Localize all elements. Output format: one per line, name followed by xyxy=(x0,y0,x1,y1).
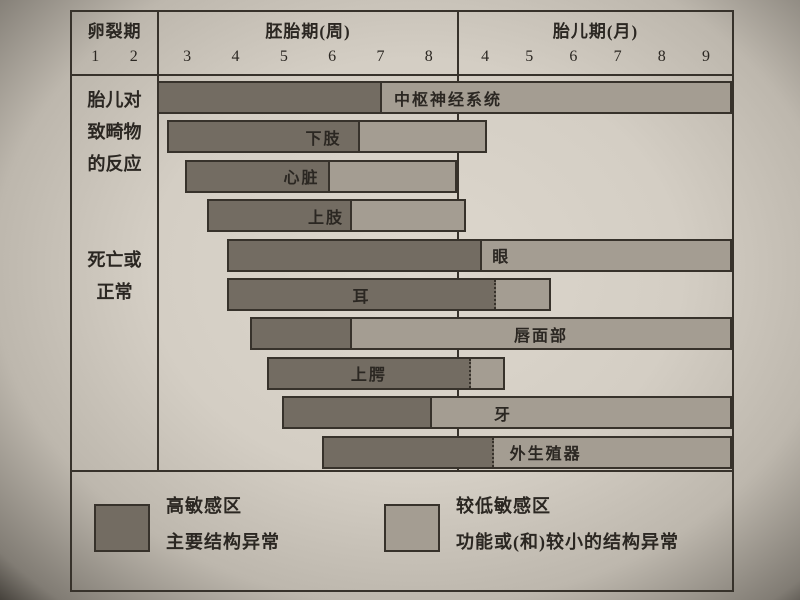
embryonic-week-ticks: 3 4 5 6 7 8 xyxy=(159,48,457,66)
bar-lower-limb: 下肢 xyxy=(167,120,487,154)
side-label-death-or-normal: 死亡或 正常 xyxy=(72,244,157,308)
bar-genitalia: 外生殖器 xyxy=(322,435,732,469)
bar-teeth-dark-segment xyxy=(284,398,432,428)
bar-ear-light-segment xyxy=(495,280,549,309)
bar-palate-light-segment xyxy=(470,358,504,388)
bar-palate-dark-segment: 上腭 xyxy=(269,358,471,388)
bar-genitalia-label: 外生殖器 xyxy=(509,446,582,464)
bar-upper-limb-label: 上肢 xyxy=(307,209,344,227)
bar-ear: 耳 xyxy=(227,278,551,311)
side-label-line: 胎儿对 xyxy=(87,90,142,110)
legend-lower-sensitivity-label: 较低敏感区 xyxy=(456,496,551,516)
embryonic-week-tick: 6 xyxy=(328,48,337,65)
bar-cns-label: 中枢神经系统 xyxy=(394,91,503,109)
chart-bottom-line xyxy=(72,470,732,472)
bar-heart-label: 心脏 xyxy=(283,170,320,188)
bar-lip-face-light-segment: 唇面部 xyxy=(352,319,730,349)
fetal-month-tick: 9 xyxy=(701,48,710,65)
bar-genitalia-light-segment: 外生殖器 xyxy=(493,437,730,467)
side-label-line: 的反应 xyxy=(87,154,142,174)
header-fetal-period: 胎儿期(月) 4 5 6 7 8 9 xyxy=(459,12,732,74)
fetal-month-tick: 7 xyxy=(613,48,622,65)
bar-heart-dark-segment: 心脏 xyxy=(186,161,330,191)
bar-heart: 心脏 xyxy=(184,159,457,193)
bar-eye-light-segment: 眼 xyxy=(482,240,730,270)
fetal-month-tick: 4 xyxy=(481,48,490,65)
bar-eye-label: 眼 xyxy=(492,249,511,267)
bar-cns-dark-segment xyxy=(159,83,382,112)
bar-teeth-label: 牙 xyxy=(494,406,513,424)
fetal-period-title: 胎儿期(月) xyxy=(552,22,639,41)
bar-cns: 中枢神经系统 xyxy=(157,81,732,114)
header-bottom-line xyxy=(72,74,732,76)
lower-sensitivity-swatch xyxy=(384,504,440,552)
bar-eye: 眼 xyxy=(227,238,732,272)
cleavage-week-tick: 2 xyxy=(129,48,138,65)
bar-lip-face: 唇面部 xyxy=(249,317,732,351)
fetal-month-tick: 8 xyxy=(657,48,666,65)
bar-teeth-light-segment: 牙 xyxy=(432,398,730,428)
bar-lower-limb-light-segment xyxy=(359,122,485,152)
header-embryonic-period: 胚胎期(周) 3 4 5 6 7 8 xyxy=(159,12,457,74)
side-label-line: 正常 xyxy=(96,282,133,302)
legend-item-lower-sensitivity: 较低敏感区 功能或(和)较小的结构异常 xyxy=(384,488,679,560)
bars-region: 中枢神经系统下肢心脏上肢眼耳唇面部上腭牙外生殖器 xyxy=(72,76,732,470)
legend-minor-anomaly-label: 功能或(和)较小的结构异常 xyxy=(456,532,679,552)
embryonic-week-tick: 8 xyxy=(424,48,433,65)
side-label-line: 致畸物 xyxy=(87,122,142,142)
bar-ear-label: 耳 xyxy=(352,288,371,306)
legend: 高敏感区 主要结构异常 较低敏感区 功能或(和)较小的结构异常 xyxy=(72,472,732,588)
bar-lip-face-dark-segment xyxy=(251,319,352,349)
fetal-month-tick: 6 xyxy=(569,48,578,65)
bar-upper-limb-light-segment xyxy=(352,201,465,231)
cleavage-column-divider xyxy=(157,12,159,470)
embryonic-week-tick: 7 xyxy=(376,48,385,65)
embryonic-week-tick: 5 xyxy=(279,48,288,65)
high-sensitivity-swatch xyxy=(94,504,150,552)
bar-lower-limb-dark-segment: 下肢 xyxy=(169,122,360,152)
cleavage-week-tick: 1 xyxy=(91,48,100,65)
bar-palate: 上腭 xyxy=(267,356,506,390)
side-label-fetal-teratogen-response: 胎儿对 致畸物 的反应 xyxy=(72,84,157,180)
bar-heart-light-segment xyxy=(329,161,455,191)
side-label-line: 死亡或 xyxy=(87,250,142,270)
embryonic-week-tick: 3 xyxy=(183,48,192,65)
cleavage-period-title: 卵裂期 xyxy=(87,22,142,41)
bar-palate-label: 上腭 xyxy=(350,367,387,385)
bar-upper-limb: 上肢 xyxy=(207,199,467,233)
bar-ear-dark-segment: 耳 xyxy=(229,280,496,309)
bar-genitalia-dark-segment xyxy=(324,437,494,467)
bar-cns-light-segment: 中枢神经系统 xyxy=(382,83,730,112)
bar-teeth: 牙 xyxy=(282,396,732,430)
embryonic-week-tick: 4 xyxy=(231,48,240,65)
legend-high-sensitivity-label: 高敏感区 xyxy=(166,496,242,516)
legend-item-high-sensitivity: 高敏感区 主要结构异常 xyxy=(94,488,280,560)
bar-lower-limb-label: 下肢 xyxy=(305,130,342,148)
legend-major-anomaly-label: 主要结构异常 xyxy=(166,532,280,552)
fetal-month-ticks: 4 5 6 7 8 9 xyxy=(459,48,732,66)
fetal-month-tick: 5 xyxy=(525,48,534,65)
embryonic-period-title: 胚胎期(周) xyxy=(265,22,351,41)
bar-lip-face-label: 唇面部 xyxy=(513,327,568,345)
bar-eye-dark-segment xyxy=(229,240,483,270)
bar-upper-limb-dark-segment: 上肢 xyxy=(209,201,352,231)
